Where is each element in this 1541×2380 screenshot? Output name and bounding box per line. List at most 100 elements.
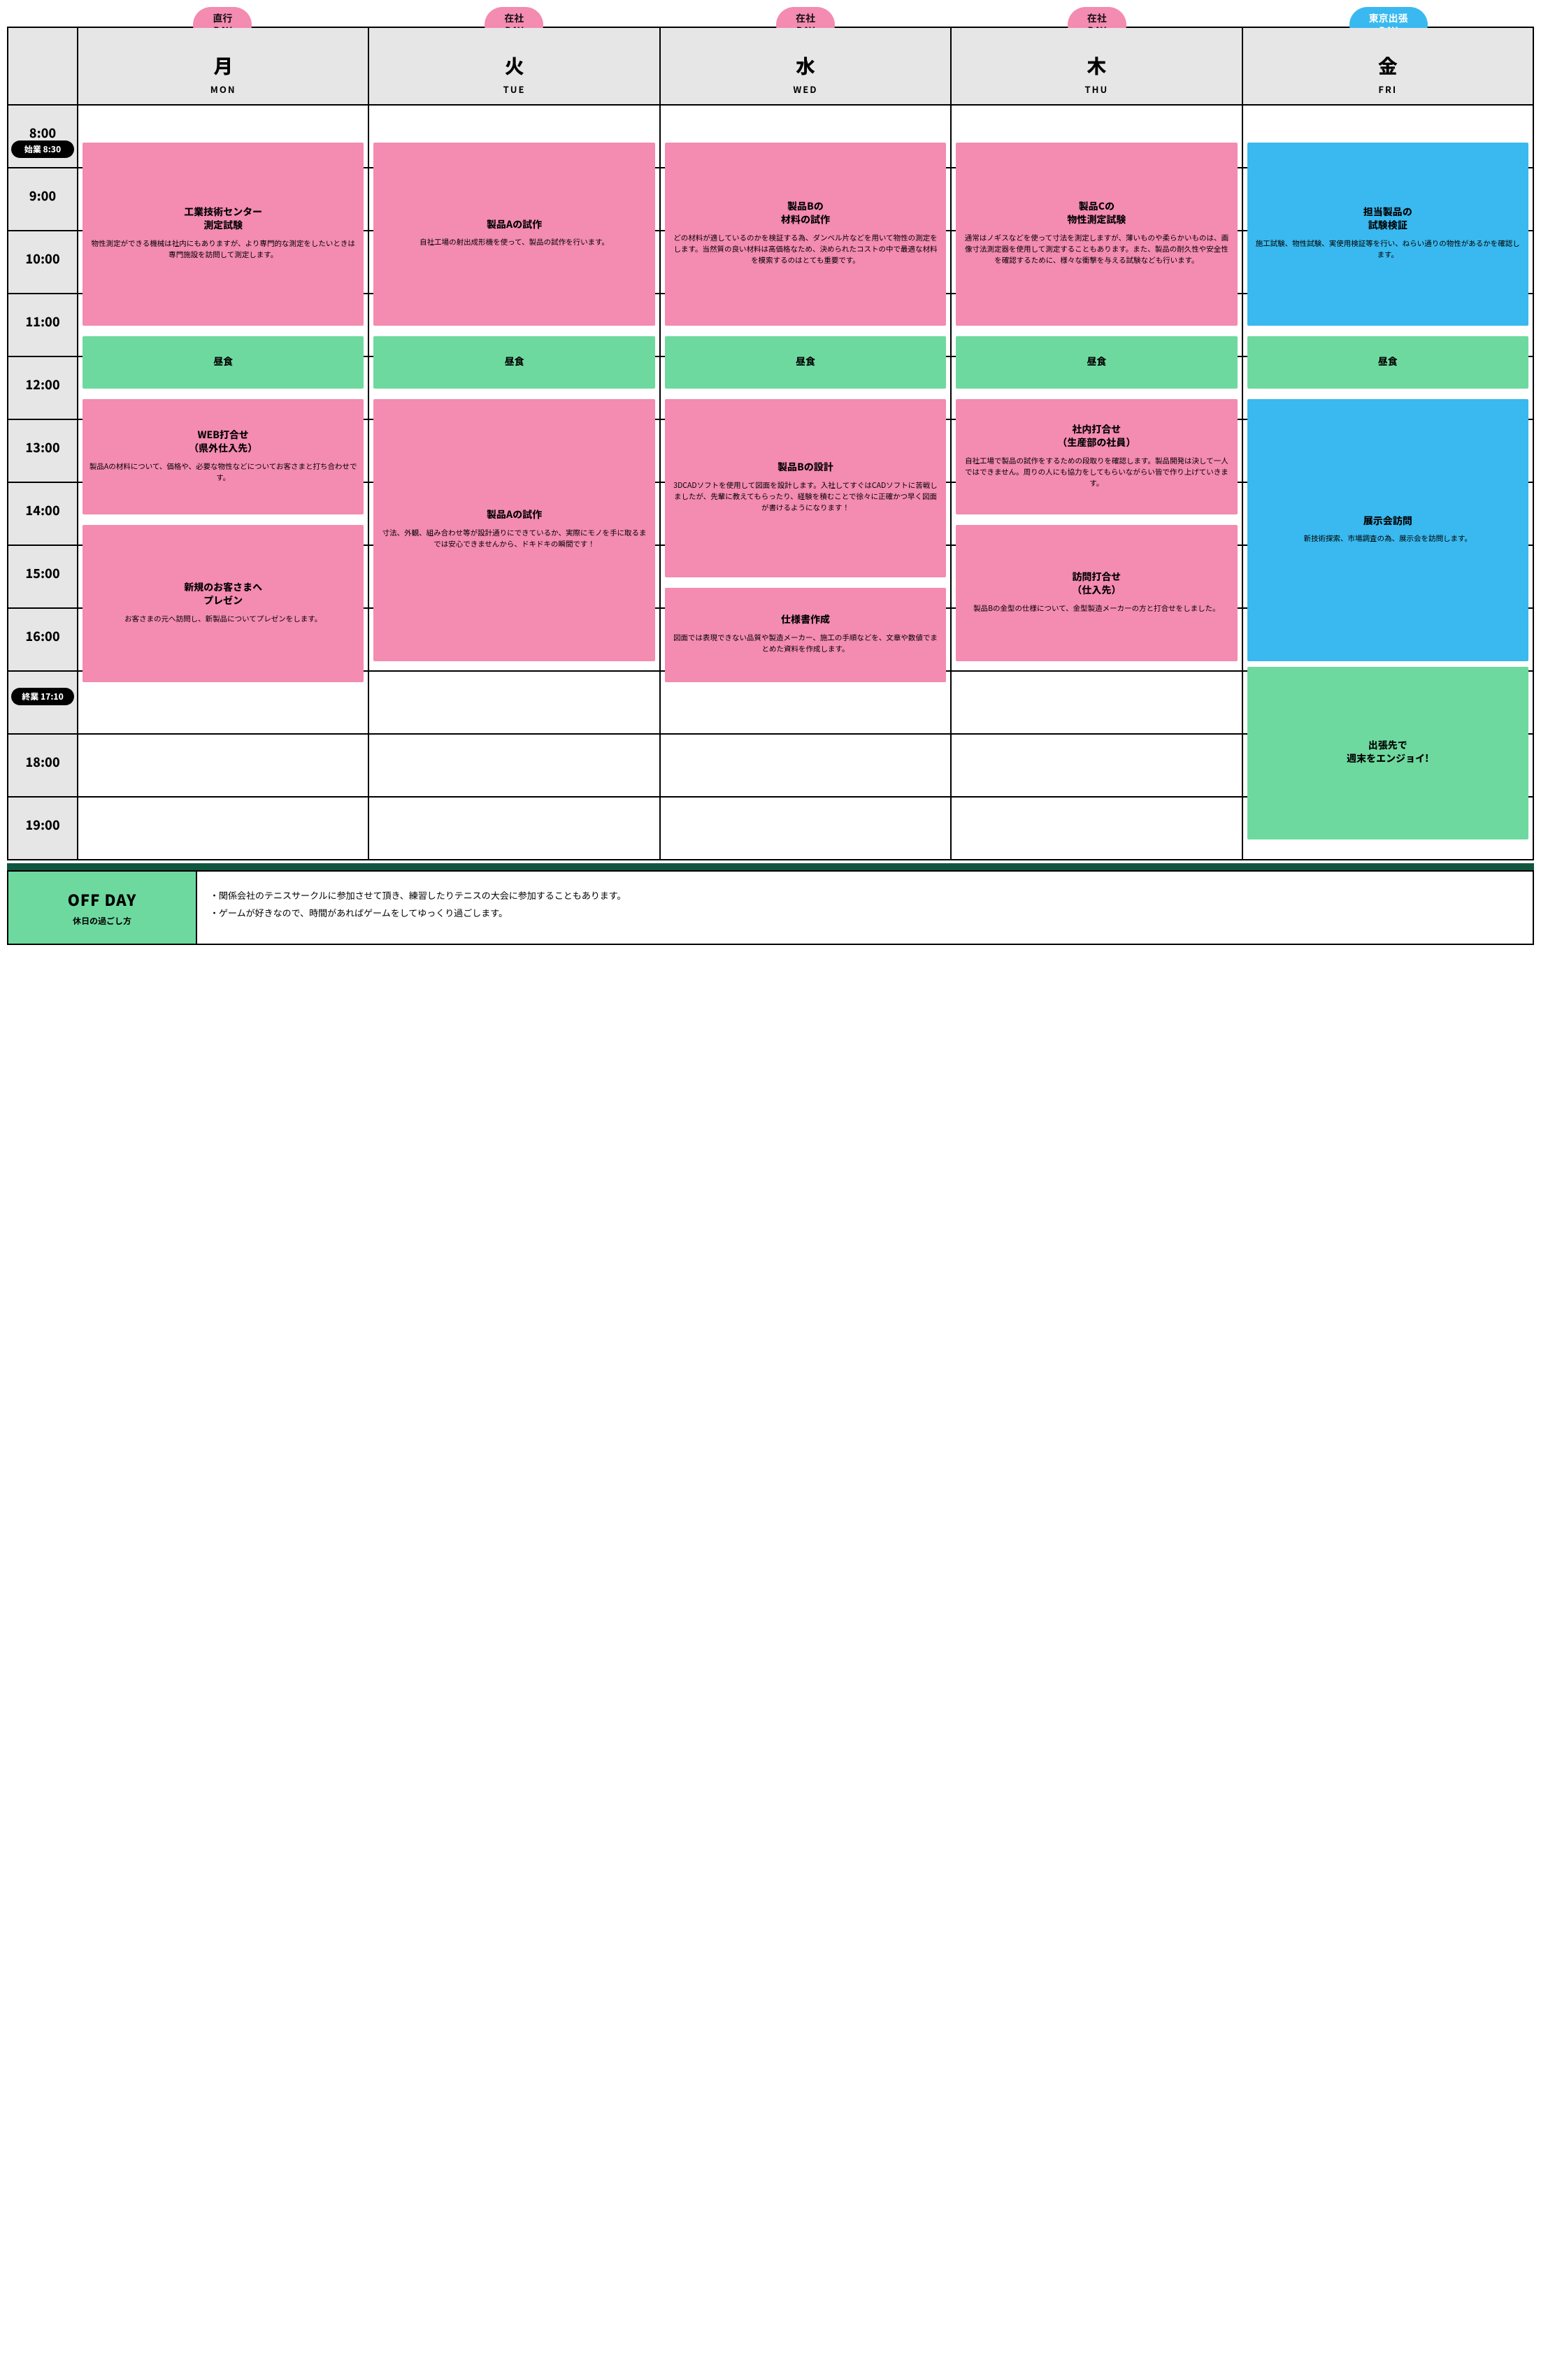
schedule-event: 昼食 — [665, 336, 946, 389]
header-tue: 火 TUE — [369, 28, 660, 106]
schedule-event: 製品Aの試作自社工場の射出成形機を使って、製品の試作を行います。 — [373, 143, 654, 326]
event-desc: 自社工場で製品の試作をするための段取りを確認します。製品開発は決して一人ではでき… — [961, 456, 1231, 490]
time-label-cell: 8:00始業 8:30 — [8, 106, 78, 168]
time-label-cell: 18:00 — [8, 735, 78, 798]
day-en: TUE — [369, 82, 659, 96]
event-title: 訪問打合せ（仕入先） — [961, 570, 1231, 598]
day-en: FRI — [1243, 82, 1533, 96]
schedule-event: 製品Bの材料の試作どの材料が適しているのかを検証する為、ダンベル片などを用いて物… — [665, 143, 946, 326]
off-day-section: OFF DAY 休日の過ごし方 ・関係会社のテニスサークルに参加させて頂き、練習… — [7, 870, 1534, 945]
schedule-event: 訪問打合せ（仕入先）製品Bの金型の仕様について、金型製造メーカーの方と打合せをし… — [956, 525, 1237, 661]
time-label-cell: 9:00 — [8, 168, 78, 231]
time-label: 16:00 — [25, 627, 59, 645]
off-day-subtitle: 休日の過ごし方 — [15, 915, 189, 927]
time-label: 15:00 — [25, 564, 59, 582]
event-title: 新規のお客さまへプレゼン — [88, 581, 358, 608]
day-en: MON — [78, 82, 368, 96]
off-day-line: ・関係会社のテニスサークルに参加させて頂き、練習したりテニスの大会に参加すること… — [210, 887, 1520, 904]
grid-cell: 担当製品の試験検証施工試験、物性試験、実使用検証等を行い、ねらい通りの物性がある… — [1243, 106, 1534, 168]
header-blank — [8, 28, 78, 106]
event-desc: 図面では表現できない品質や製造メーカー、施工の手順などを、文章や数値でまとめた資… — [671, 633, 940, 656]
event-title: 工業技術センター測定試験 — [88, 205, 358, 233]
grid-cell — [952, 798, 1242, 860]
event-title: WEB打合せ（県外仕入先） — [88, 428, 358, 456]
time-label-cell: 19:00 — [8, 798, 78, 860]
time-label-cell: 12:00 — [8, 357, 78, 420]
time-label: 9:00 — [29, 187, 56, 205]
off-day-title: OFF DAY — [15, 888, 189, 911]
schedule-event: 製品Cの物性測定試験通常はノギスなどを使って寸法を測定しますが、薄いものや柔らか… — [956, 143, 1237, 326]
grid-cell — [369, 672, 660, 735]
header-fri: 金 FRI — [1243, 28, 1534, 106]
event-title: 出張先で週末をエンジョイ! — [1253, 739, 1523, 766]
event-title: 社内打合せ（生産部の社員） — [961, 423, 1231, 450]
day-jp: 木 — [952, 52, 1241, 80]
grid-cell — [78, 798, 369, 860]
grid-cell: 工業技術センター測定試験物性測定ができる機械は社内にもありますが、より専門的な測… — [78, 106, 369, 168]
event-title: 昼食 — [671, 355, 940, 369]
time-label-cell: 11:00 — [8, 294, 78, 357]
event-title: 昼食 — [88, 355, 358, 369]
event-desc: 施工試験、物性試験、実使用検証等を行い、ねらい通りの物性があるかを確認します。 — [1253, 238, 1523, 261]
time-label-cell: 14:00 — [8, 483, 78, 546]
event-title: 昼食 — [1253, 355, 1523, 369]
event-desc: 3DCADソフトを使用して図面を設計します。入社してすぐはCADソフトに苦戦しま… — [671, 480, 940, 514]
event-title: 展示会訪問 — [1253, 514, 1523, 528]
schedule-event: 工業技術センター測定試験物性測定ができる機械は社内にもありますが、より専門的な測… — [83, 143, 364, 326]
event-title: 製品Aの試作 — [379, 508, 649, 522]
day-jp: 火 — [369, 52, 659, 80]
event-desc: 新技術探索、市場調査の為、展示会を訪問します。 — [1253, 533, 1523, 544]
day-en: WED — [661, 82, 950, 96]
schedule-event: 仕様書作成図面では表現できない品質や製造メーカー、施工の手順などを、文章や数値で… — [665, 588, 946, 682]
event-title: 製品Aの試作 — [379, 218, 649, 232]
time-label: 10:00 — [25, 250, 59, 268]
schedule-event: 新規のお客さまへプレゼンお客さまの元へ訪問し、新製品についてプレゼンをします。 — [83, 525, 364, 682]
time-label-cell: 10:00 — [8, 231, 78, 294]
grid-cell — [369, 735, 660, 798]
header-thu: 木 THU — [952, 28, 1242, 106]
time-label: 18:00 — [25, 753, 59, 771]
schedule-event: WEB打合せ（県外仕入先）製品Aの材料について、価格や、必要な物性などについてお… — [83, 399, 364, 514]
time-grid: 8:00始業 8:30工業技術センター測定試験物性測定ができる機械は社内にもあり… — [7, 106, 1534, 860]
time-label: 14:00 — [25, 501, 59, 519]
time-label: 12:00 — [25, 375, 59, 394]
event-title: 昼食 — [379, 355, 649, 369]
event-desc: お客さまの元へ訪問し、新製品についてプレゼンをします。 — [88, 614, 358, 625]
grid-cell — [369, 798, 660, 860]
event-desc: 自社工場の射出成形機を使って、製品の試作を行います。 — [379, 237, 649, 248]
event-title: 製品Cの物性測定試験 — [961, 200, 1231, 227]
event-desc: 寸法、外観、組み合わせ等が設計通りにできているか、実際にモノを手に取るまでは安心… — [379, 528, 649, 551]
time-label-cell: 17:00終業 17:10 — [8, 672, 78, 735]
time-label: 11:00 — [25, 312, 59, 331]
time-label-cell: 16:00 — [8, 609, 78, 672]
grid-cell — [952, 672, 1242, 735]
event-title: 仕様書作成 — [671, 613, 940, 627]
time-label-cell: 13:00 — [8, 420, 78, 483]
schedule-event: 展示会訪問新技術探索、市場調査の為、展示会を訪問します。 — [1247, 399, 1528, 661]
day-jp: 水 — [661, 52, 950, 80]
schedule-event: 昼食 — [956, 336, 1237, 389]
schedule-event: 出張先で週末をエンジョイ! — [1247, 667, 1528, 840]
grid-cell: 製品Cの物性測定試験通常はノギスなどを使って寸法を測定しますが、薄いものや柔らか… — [952, 106, 1242, 168]
day-en: THU — [952, 82, 1241, 96]
event-desc: 物性測定ができる機械は社内にもありますが、より専門的な測定をしたいときは専門施設… — [88, 238, 358, 261]
schedule-event: 昼食 — [1247, 336, 1528, 389]
day-jp: 金 — [1243, 52, 1533, 80]
off-day-left: OFF DAY 休日の過ごし方 — [8, 872, 197, 944]
schedule-event: 昼食 — [83, 336, 364, 389]
grid-cell — [661, 735, 952, 798]
time-label: 19:00 — [25, 816, 59, 834]
grid-cell: 製品Bの材料の試作どの材料が適しているのかを検証する為、ダンベル片などを用いて物… — [661, 106, 952, 168]
time-label: 8:00 — [29, 124, 56, 142]
grid-cell — [78, 735, 369, 798]
event-title: 昼食 — [961, 355, 1231, 369]
schedule-event: 製品Aの試作寸法、外観、組み合わせ等が設計通りにできているか、実際にモノを手に取… — [373, 399, 654, 661]
header-row: 月 MON 火 TUE 水 WED 木 THU 金 FRI — [7, 27, 1534, 106]
start-time-pill: 始業 8:30 — [11, 140, 74, 158]
event-title: 製品Bの設計 — [671, 461, 940, 475]
event-title: 担当製品の試験検証 — [1253, 205, 1523, 233]
time-label: 13:00 — [25, 438, 59, 456]
schedule-event: 社内打合せ（生産部の社員） 自社工場で製品の試作をするための段取りを確認します。製… — [956, 399, 1237, 514]
grid-cell — [661, 798, 952, 860]
grid-cell: 製品Aの試作自社工場の射出成形機を使って、製品の試作を行います。 — [369, 106, 660, 168]
